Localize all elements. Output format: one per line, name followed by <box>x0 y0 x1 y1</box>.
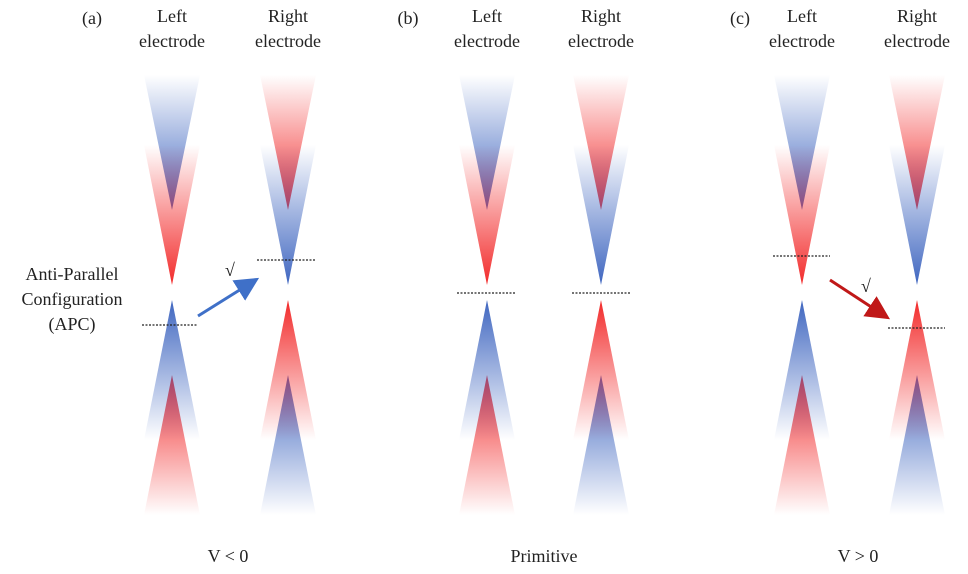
electrode-cone <box>774 145 830 285</box>
electrode-cone <box>889 145 945 285</box>
electrode-title: Right <box>581 6 621 26</box>
diagram: (a) Left electrode Right electrode V < 0 (b) Le… <box>22 6 950 566</box>
electrode-cone <box>260 300 316 440</box>
electrode-cone <box>260 145 316 285</box>
panel-label: (a) <box>82 8 102 29</box>
electrode-title: electrode <box>255 31 321 51</box>
electrode-title: Right <box>897 6 937 26</box>
check-mark: √ <box>225 260 235 280</box>
electrode-title: Left <box>787 6 817 26</box>
panel-label: (c) <box>730 8 750 29</box>
side-label: (APC) <box>48 314 95 335</box>
electrode-title: electrode <box>884 31 950 51</box>
electrode-title: electrode <box>139 31 205 51</box>
side-label: Configuration <box>22 289 123 309</box>
electrode-title: electrode <box>568 31 634 51</box>
electrode-cone <box>573 145 629 285</box>
arrow <box>198 281 254 316</box>
electrode-cone <box>459 300 515 440</box>
electrode-title: Left <box>157 6 187 26</box>
electrode-title: electrode <box>454 31 520 51</box>
electrode-cone <box>144 300 200 440</box>
electrode-cone <box>774 300 830 440</box>
electrode-title: Left <box>472 6 502 26</box>
side-label: Anti-Parallel <box>26 264 119 284</box>
check-mark: √ <box>861 276 871 296</box>
arrow <box>830 280 885 316</box>
electrode-cone <box>144 145 200 285</box>
electrode-title: Right <box>268 6 308 26</box>
panel-label: (b) <box>398 8 419 29</box>
caption: Primitive <box>511 546 578 566</box>
electrode-cone <box>889 300 945 440</box>
figure: (a) Left electrode Right electrode V < 0 (b) Le… <box>0 0 968 574</box>
electrode-title: electrode <box>769 31 835 51</box>
caption: V < 0 <box>208 546 249 566</box>
caption: V > 0 <box>838 546 879 566</box>
electrode-cone <box>573 300 629 440</box>
electrode-cone <box>459 145 515 285</box>
